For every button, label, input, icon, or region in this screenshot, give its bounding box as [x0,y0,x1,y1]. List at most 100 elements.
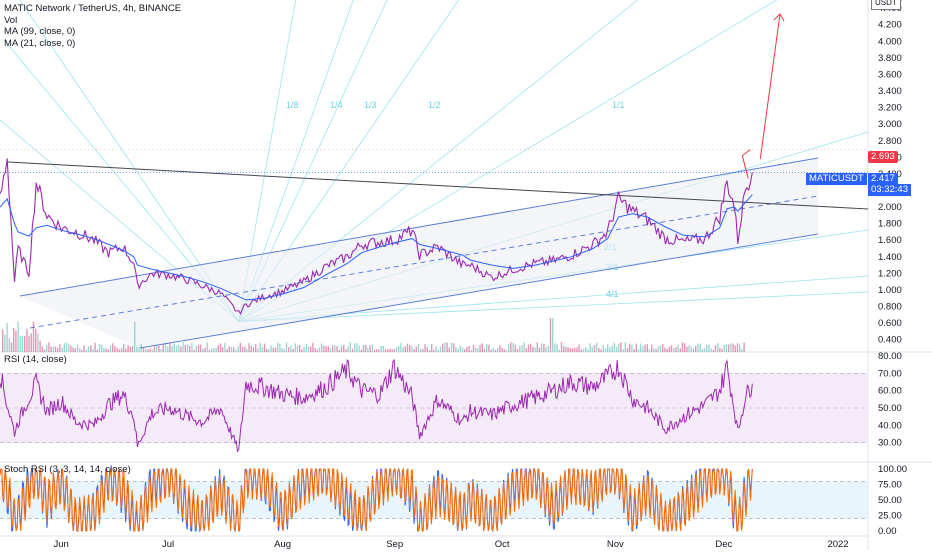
volume-bar [164,342,167,352]
volume-bar [268,348,270,352]
volume-bar [294,343,296,352]
volume-bar [189,345,191,352]
volume-bar [79,347,81,352]
x-tick-label: Aug [274,539,291,550]
volume-bar [633,349,635,352]
volume-bar [48,342,50,352]
volume-bar [545,347,547,352]
rsi-panel[interactable] [0,358,868,453]
volume-bar [266,349,268,352]
volume-bar [250,345,252,352]
volume-bar [437,349,439,352]
volume-bar [182,342,184,352]
volume-bar [193,349,195,352]
volume-bar [10,342,13,352]
volume-bar [710,348,712,352]
countdown-tag: 03:32:43 [868,184,911,196]
volume-bar [723,344,725,352]
volume-bar [712,349,714,352]
chart-title: MATIC Network / TetherUS, 4h, BINANCE [4,3,182,14]
volume-bar [699,343,701,352]
volume-bar [257,348,259,352]
rsi-tick-label: 70.00 [878,368,902,379]
volume-bar [151,349,153,352]
volume-bar [153,346,156,352]
volume-bar [662,343,664,352]
symbol-tag: MATICUSDT [806,173,867,185]
volume-bar [338,349,340,352]
y-tick-label: 1.400 [878,252,902,263]
volume-bar [63,343,65,352]
volume-bar [708,344,710,352]
volume-bar [219,343,222,352]
volume-bar [292,349,294,352]
y-tick-label: 1.200 [878,268,902,279]
volume-bar [211,348,213,352]
annotations[interactable] [0,13,868,179]
volume-bar [215,347,217,352]
volume-bar [376,349,378,352]
volume-bar [569,348,571,352]
volume-bar [30,333,32,352]
volume-bar [532,346,534,352]
price-channel[interactable] [0,157,869,349]
descending-trendline [7,161,869,210]
volume-bar [123,343,125,352]
volume-bar [94,342,96,352]
volume-bar [736,343,739,352]
volume-bar [61,347,63,352]
volume-bar [420,348,422,352]
volume-bar [582,349,585,352]
volume-bar [666,349,668,352]
volume-bar [703,347,706,352]
volume-bar [622,349,624,352]
volume-bar [340,346,343,352]
volume-bar [41,346,43,352]
volume-bar [501,347,503,352]
volume-bar [558,349,560,352]
volume-bar [173,343,175,352]
volume-bar [481,343,483,352]
price-series[interactable] [0,158,753,316]
y-tick-label: 4.200 [878,20,902,31]
y-tick-label: 3.000 [878,119,902,130]
volume-bar [101,344,103,352]
volume-bar [521,345,523,352]
volume-bar [4,334,6,352]
volume-bar [127,345,129,352]
volume-bar [675,347,677,352]
volume-bar [468,345,470,352]
volume-bar [114,346,116,352]
volume-bar [228,346,230,352]
volume-bar [618,344,620,352]
volume-bar [560,342,563,352]
volume-bar [373,349,376,352]
stoch-rsi-panel[interactable] [0,467,868,533]
volume-bar [391,349,393,352]
volume-bar [147,349,149,352]
volume-bar [728,344,730,352]
currency-badge[interactable]: USDT [871,0,901,10]
volume-bar [725,343,728,352]
volume-bar [156,345,158,352]
volume-bar [505,349,508,352]
volume-bar [596,342,598,352]
volume-bar [248,343,250,352]
volume-bar [453,343,455,352]
volume-bar [365,344,367,352]
volume-bar [477,348,479,352]
x-tick-label: Sep [386,539,403,550]
volume-bar [686,346,688,352]
volume-bar [35,328,37,352]
volume-bar [296,345,299,352]
volume-bar [327,346,329,352]
volume-bar [604,348,607,352]
y-tick-label: 2.800 [878,136,902,147]
volume-bar [695,345,697,352]
ma21-line [0,194,753,301]
volume-bar [303,346,305,352]
volume-bar [631,344,633,352]
volume-bar [169,342,171,352]
